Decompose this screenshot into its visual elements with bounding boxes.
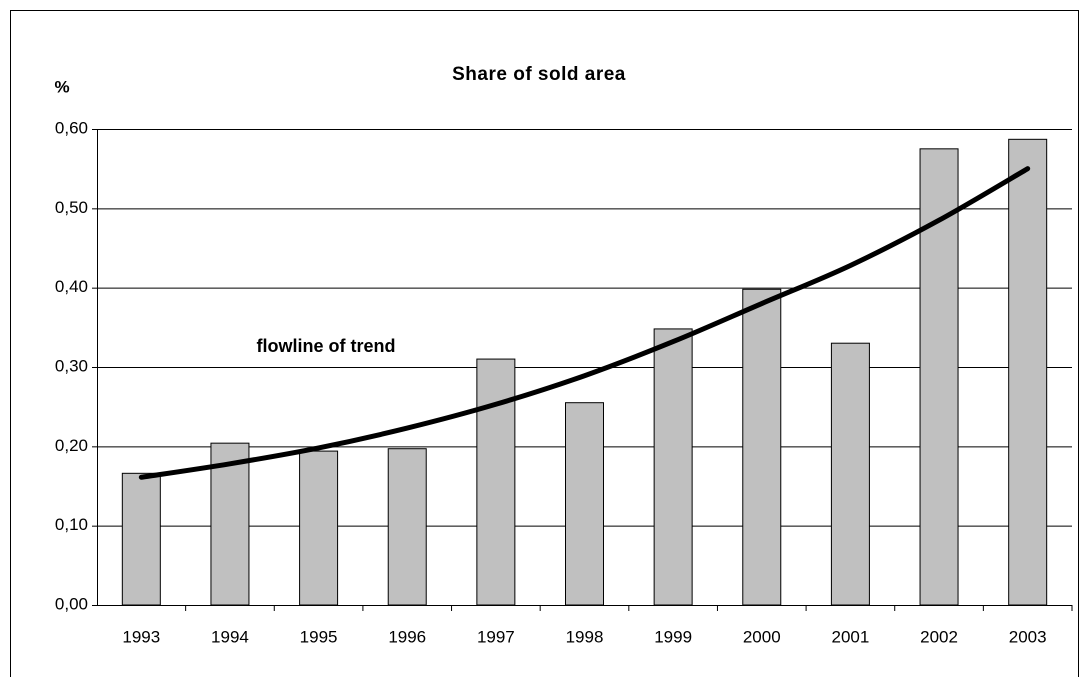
x-tick-label: 1999 — [654, 627, 692, 646]
y-tick-label: 0,60 — [55, 118, 88, 137]
trend-line — [138, 166, 1031, 480]
chart-title: Share of sold area — [452, 64, 626, 85]
x-tick-label: 2001 — [831, 627, 869, 646]
y-tick-label: 0,20 — [55, 436, 88, 455]
annotation: flowline of trend — [257, 336, 396, 356]
bar — [1008, 138, 1048, 606]
x-tick-label: 1997 — [477, 627, 515, 646]
bar — [210, 442, 250, 606]
bar — [565, 402, 604, 606]
bar — [830, 342, 870, 606]
bar — [653, 328, 693, 606]
x-tick-label: 1996 — [388, 627, 426, 646]
x-tick-label: 2002 — [920, 627, 958, 646]
y-axis-label: % — [54, 77, 69, 96]
chart-frame — [10, 10, 1079, 677]
x-tick-label: 1995 — [300, 627, 338, 646]
y-tick-label: 0,30 — [55, 356, 88, 375]
bar — [742, 288, 782, 606]
y-tick-label: 0,40 — [55, 277, 88, 296]
bar — [121, 472, 161, 606]
bar — [387, 448, 427, 606]
y-tick-label: 0,50 — [55, 198, 88, 217]
x-tick-label: 1993 — [122, 627, 160, 646]
y-tick-label: 0,10 — [55, 515, 88, 534]
x-tick-label: 1994 — [211, 627, 249, 646]
bar — [919, 148, 959, 606]
bar — [476, 358, 516, 606]
x-tick-label: 2003 — [1009, 627, 1047, 646]
x-tick-label: 2000 — [743, 627, 781, 646]
y-tick-label: 0,00 — [55, 594, 88, 613]
bar — [299, 450, 339, 606]
x-tick-label: 1998 — [566, 627, 604, 646]
